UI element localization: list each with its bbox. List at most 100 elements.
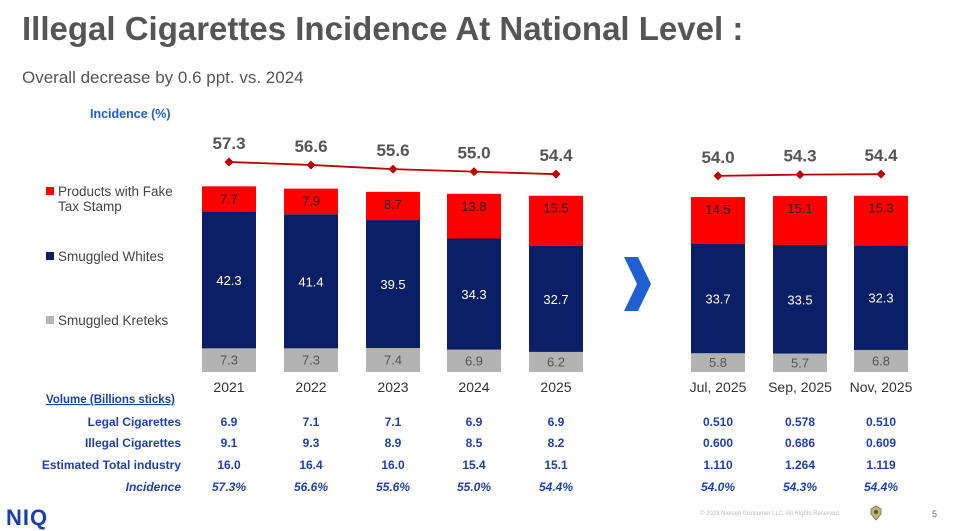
legend-label-2: Smuggled Kreteks <box>58 313 169 328</box>
bar-kreteks-6 <box>773 353 827 372</box>
legend-swatch-2 <box>46 316 54 324</box>
bar-label-whites-3: 34.3 <box>461 287 486 302</box>
bar-label-kreteks-7: 6.8 <box>872 353 890 368</box>
bar-fake-3 <box>447 193 501 239</box>
bar-label-fake-4: 15.5 <box>543 201 568 216</box>
incidence-value-0: 57.3 <box>212 134 245 153</box>
bar-label-kreteks-5: 5.8 <box>709 355 727 370</box>
bar-label-fake-2: 8.7 <box>384 197 402 212</box>
bar-label-fake-3: 13.8 <box>461 199 486 214</box>
table-cell-0-3: 6.9 <box>466 415 483 429</box>
bar-label-whites-2: 39.5 <box>380 277 405 292</box>
table-cell-0-2: 7.1 <box>385 415 402 429</box>
table-row-label-1: Illegal Cigarettes <box>85 436 181 450</box>
bar-whites-0 <box>202 211 256 349</box>
category-label-5: Jul, 2025 <box>690 379 747 395</box>
table-cell-0-0: 6.9 <box>221 415 238 429</box>
incidence-value-4: 54.4 <box>539 146 573 165</box>
bar-whites-3 <box>447 238 501 350</box>
bar-kreteks-4 <box>529 351 583 372</box>
bar-label-whites-7: 32.3 <box>868 291 893 306</box>
table-cell-0-1: 7.1 <box>303 415 320 429</box>
bar-whites-7 <box>854 245 908 350</box>
bar-label-kreteks-6: 5.7 <box>791 355 809 370</box>
bar-kreteks-3 <box>447 349 501 372</box>
category-label-7: Nov, 2025 <box>850 379 913 395</box>
table-cell-2-6: 1.264 <box>785 458 815 472</box>
incidence-marker-5 <box>713 171 723 181</box>
table-row-label-2: Estimated Total industry <box>42 458 181 472</box>
legend-swatch-1 <box>46 252 54 260</box>
seal-icon <box>870 505 882 521</box>
table-cell-3-7: 54.4% <box>864 480 898 494</box>
bar-kreteks-5 <box>691 353 745 372</box>
incidence-value-3: 55.0 <box>457 144 490 163</box>
table-cell-3-0: 57.3% <box>212 480 246 494</box>
incidence-marker-7 <box>876 169 886 179</box>
volume-table-header: Volume (Billions sticks) <box>46 394 175 406</box>
category-label-2: 2023 <box>377 379 408 395</box>
copyright-text: © 2023 Nielsen Consumer LLC. All Rights … <box>700 511 841 517</box>
legend-swatch-0 <box>46 187 54 195</box>
incidence-value-6: 54.3 <box>783 147 816 166</box>
table-cell-1-5: 0.600 <box>703 436 733 450</box>
incidence-value-5: 54.0 <box>701 148 734 167</box>
table-cell-0-6: 0.578 <box>785 415 815 429</box>
category-label-3: 2024 <box>458 379 489 395</box>
table-cell-3-5: 54.0% <box>701 480 735 494</box>
incidence-axis-label: Incidence (%) <box>90 107 171 121</box>
bar-kreteks-7 <box>854 349 908 372</box>
niq-logo: NIQ <box>6 505 49 530</box>
category-label-1: 2022 <box>295 379 326 395</box>
table-cell-3-4: 54.4% <box>539 480 573 494</box>
table-cell-1-2: 8.9 <box>385 436 402 450</box>
bar-whites-4 <box>529 245 583 352</box>
page-number: 5 <box>932 509 938 519</box>
table-cell-1-1: 9.3 <box>303 436 320 450</box>
legend-label-0: Products with Fake Tax Stamp <box>58 184 173 214</box>
table-cell-3-6: 54.3% <box>783 480 817 494</box>
table-cell-2-7: 1.119 <box>866 458 896 472</box>
bar-label-kreteks-3: 6.9 <box>465 353 483 368</box>
bar-label-whites-4: 32.7 <box>543 292 568 307</box>
bar-fake-5 <box>691 197 745 245</box>
table-cell-0-5: 0.510 <box>703 415 733 429</box>
page-title: Illegal Cigarettes Incidence At National… <box>22 10 744 47</box>
table-cell-0-4: 6.9 <box>548 415 565 429</box>
legend-label-1: Smuggled Whites <box>58 249 164 264</box>
table-cell-1-0: 9.1 <box>221 436 238 450</box>
incidence-marker-1 <box>306 160 316 170</box>
table-cell-0-7: 0.510 <box>866 415 896 429</box>
bar-fake-7 <box>854 195 908 246</box>
bar-label-whites-6: 33.5 <box>787 292 812 307</box>
bar-fake-1 <box>284 188 338 215</box>
table-cell-2-2: 16.0 <box>381 458 405 472</box>
bar-label-kreteks-4: 6.2 <box>547 354 565 369</box>
table-cell-3-3: 55.0% <box>457 480 491 494</box>
table-row-label-0: Legal Cigarettes <box>88 415 182 429</box>
bar-fake-0 <box>202 186 256 212</box>
bar-whites-1 <box>284 214 338 349</box>
bar-label-kreteks-1: 7.3 <box>302 353 320 368</box>
bar-whites-6 <box>773 244 827 354</box>
bar-kreteks-1 <box>284 348 338 372</box>
bar-whites-2 <box>366 220 420 349</box>
table-cell-3-2: 55.6% <box>376 480 410 494</box>
bar-whites-5 <box>691 244 745 354</box>
incidence-marker-3 <box>469 167 479 177</box>
incidence-marker-0 <box>224 157 234 167</box>
bar-fake-6 <box>773 196 827 245</box>
table-cell-2-5: 1.110 <box>703 458 733 472</box>
bar-label-fake-0: 7.7 <box>220 191 238 206</box>
table-cell-2-4: 15.1 <box>544 458 568 472</box>
category-label-6: Sep, 2025 <box>768 379 832 395</box>
table-cell-1-4: 8.2 <box>548 436 565 450</box>
bar-kreteks-0 <box>202 348 256 372</box>
table-cell-2-1: 16.4 <box>299 458 323 472</box>
bar-label-whites-0: 42.3 <box>216 273 241 288</box>
table-cell-1-7: 0.609 <box>866 436 896 450</box>
bar-label-fake-6: 15.1 <box>787 201 812 216</box>
bar-fake-4 <box>529 195 583 246</box>
chevron-right-icon <box>624 257 651 311</box>
bar-label-fake-1: 7.9 <box>302 194 320 209</box>
